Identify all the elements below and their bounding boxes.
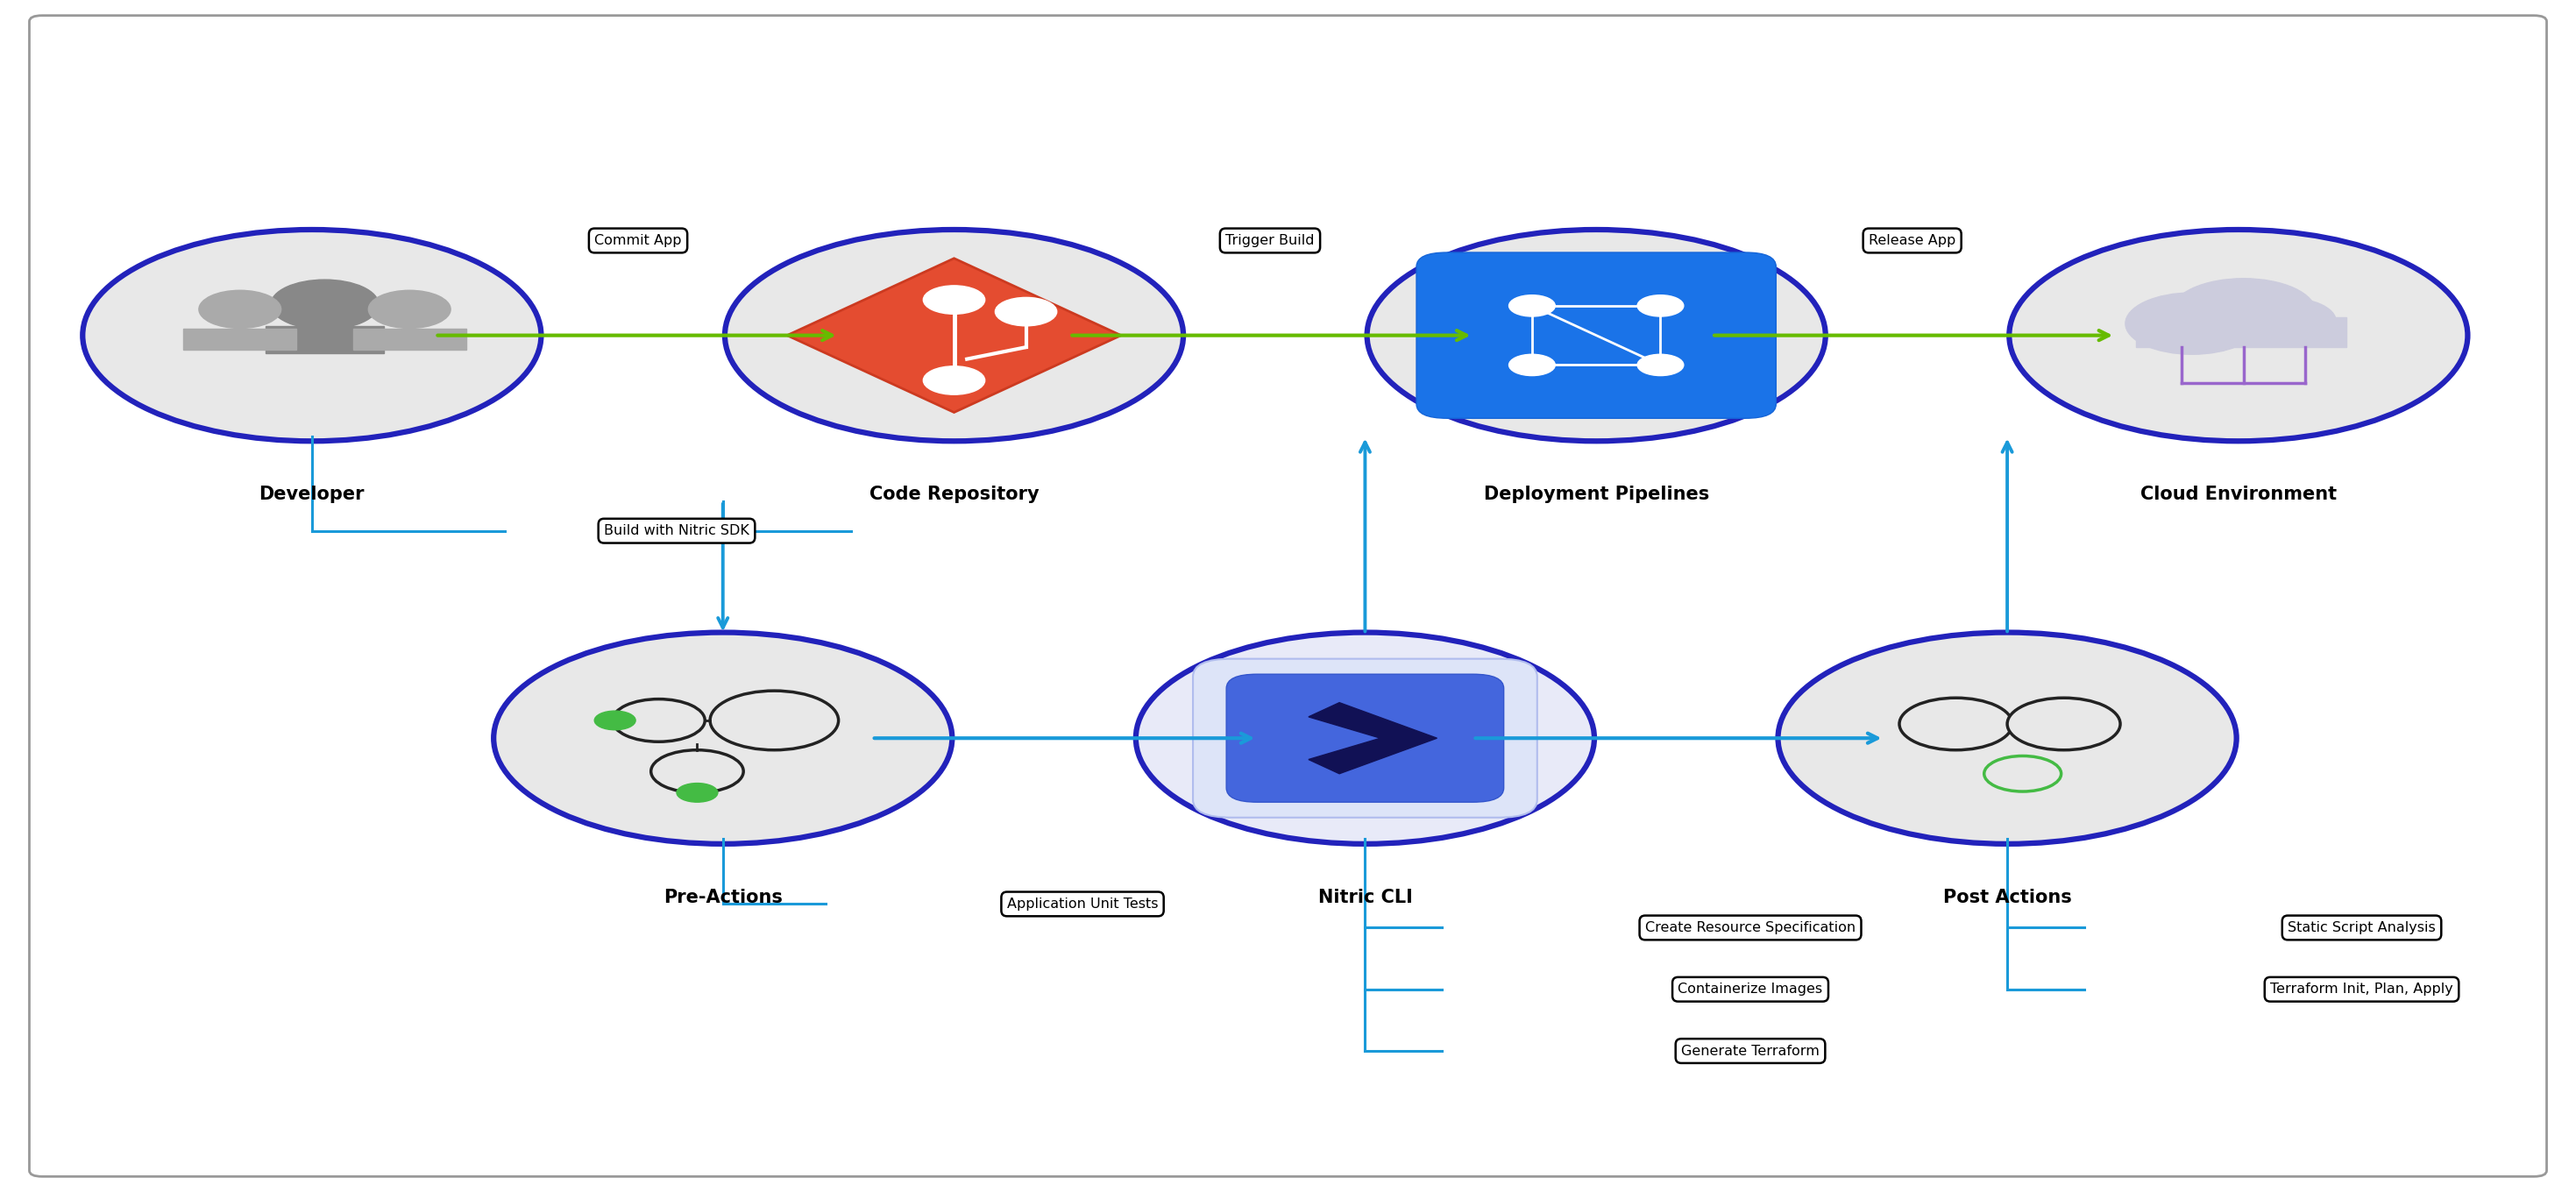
Circle shape <box>922 286 984 313</box>
Text: Commit App: Commit App <box>595 234 683 247</box>
Text: Post Actions: Post Actions <box>1942 888 2071 906</box>
Text: Code Repository: Code Repository <box>868 485 1038 503</box>
Circle shape <box>1510 354 1556 375</box>
Circle shape <box>922 366 984 395</box>
Circle shape <box>595 710 636 730</box>
Circle shape <box>2125 293 2259 354</box>
Circle shape <box>1638 354 1685 375</box>
Circle shape <box>1899 697 2012 750</box>
Circle shape <box>613 699 706 741</box>
Ellipse shape <box>1368 230 1826 441</box>
Text: Create Resource Specification: Create Resource Specification <box>1646 921 1855 935</box>
Ellipse shape <box>1777 633 2236 844</box>
Text: Developer: Developer <box>260 485 366 503</box>
Circle shape <box>368 291 451 328</box>
Text: Cloud Environment: Cloud Environment <box>2141 485 2336 503</box>
Polygon shape <box>183 328 296 349</box>
FancyBboxPatch shape <box>28 15 2548 1177</box>
Ellipse shape <box>2009 230 2468 441</box>
Ellipse shape <box>82 230 541 441</box>
Circle shape <box>677 783 719 802</box>
FancyBboxPatch shape <box>1193 659 1538 818</box>
Polygon shape <box>1309 702 1437 774</box>
Circle shape <box>2233 298 2336 344</box>
Circle shape <box>1510 296 1556 316</box>
Text: Build with Nitric SDK: Build with Nitric SDK <box>603 524 750 538</box>
Text: Release App: Release App <box>1868 234 1955 247</box>
Circle shape <box>2172 279 2316 344</box>
FancyBboxPatch shape <box>1417 253 1775 418</box>
Circle shape <box>711 691 837 750</box>
Circle shape <box>2007 697 2120 750</box>
Text: Generate Terraform: Generate Terraform <box>1682 1044 1819 1057</box>
Circle shape <box>1984 756 2061 791</box>
Circle shape <box>652 750 744 793</box>
FancyBboxPatch shape <box>1226 675 1504 802</box>
FancyBboxPatch shape <box>2136 317 2347 347</box>
Text: Application Unit Tests: Application Unit Tests <box>1007 898 1159 911</box>
Text: Nitric CLI: Nitric CLI <box>1319 888 1412 906</box>
Polygon shape <box>353 328 466 349</box>
Polygon shape <box>265 325 384 353</box>
Ellipse shape <box>1136 633 1595 844</box>
Circle shape <box>198 291 281 328</box>
Ellipse shape <box>495 633 953 844</box>
Text: Deployment Pipelines: Deployment Pipelines <box>1484 485 1708 503</box>
Text: Pre-Actions: Pre-Actions <box>665 888 783 906</box>
Polygon shape <box>788 259 1121 412</box>
Text: Trigger Build: Trigger Build <box>1226 234 1314 247</box>
Text: Terraform Init, Plan, Apply: Terraform Init, Plan, Apply <box>2269 982 2452 995</box>
Text: Containerize Images: Containerize Images <box>1677 982 1824 995</box>
Circle shape <box>1638 296 1685 316</box>
Circle shape <box>270 280 379 329</box>
Text: Static Script Analysis: Static Script Analysis <box>2287 921 2437 935</box>
Ellipse shape <box>724 230 1182 441</box>
Circle shape <box>994 298 1056 325</box>
